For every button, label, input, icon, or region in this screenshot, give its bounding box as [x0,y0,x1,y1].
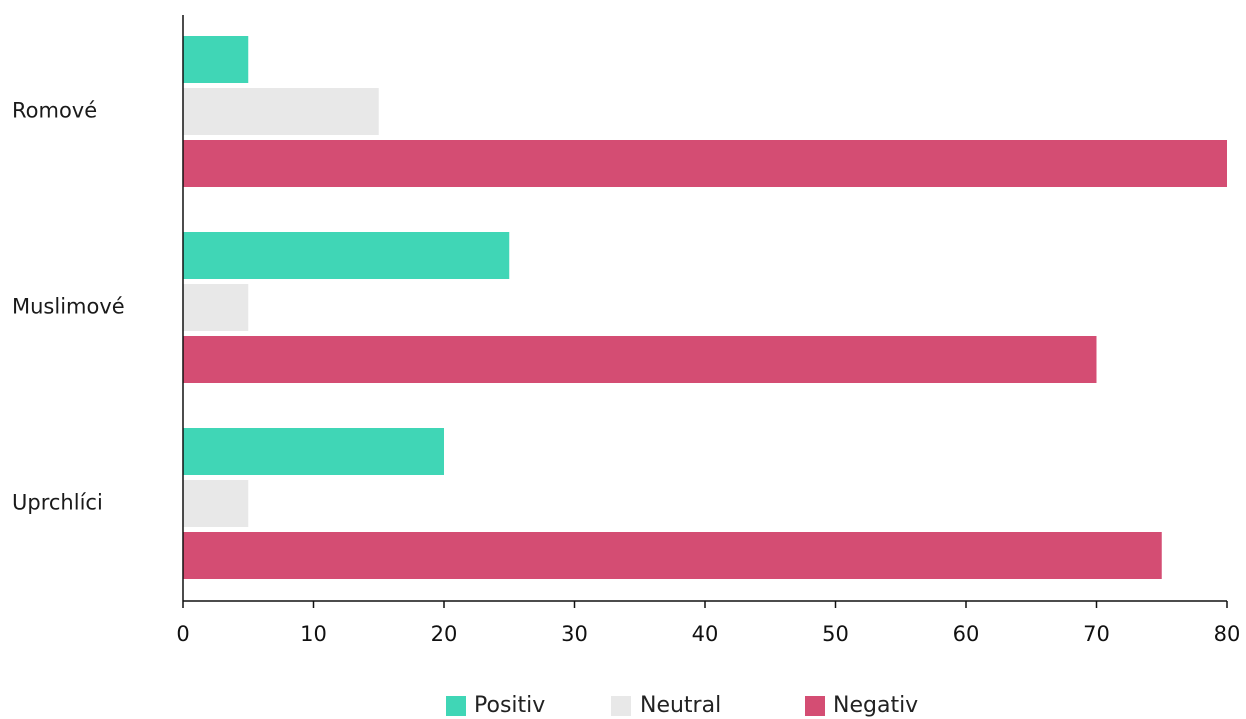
bar-muslimove-neutral [183,284,249,331]
bar-romove-neutral [183,88,379,135]
category-label-muslimove: Muslimové [12,295,125,319]
bar-romove-negativ [183,140,1227,187]
legend-label-negativ: Negativ [833,693,918,718]
bar-uprchlici-neutral [183,480,249,527]
x-tick-label-50: 50 [822,622,849,646]
bar-muslimove-negativ [183,336,1097,383]
category-label-romove: Romové [12,99,97,123]
labels-layer: Romové Muslimové Uprchlíci 0 10 20 30 40 50 60 70 8… [12,99,1240,647]
bar-muslimove-positiv [183,232,510,279]
axes-layer [182,15,1228,608]
x-tick-label-20: 20 [431,622,458,646]
legend-swatch-negativ [805,696,825,716]
x-tick-label-60: 60 [953,622,980,646]
legend-label-neutral: Neutral [640,693,721,718]
bar-romove-positiv [183,36,249,83]
category-label-uprchlici: Uprchlíci [12,491,103,515]
bars-layer [183,36,1227,579]
x-tick-label-40: 40 [692,622,719,646]
bar-uprchlici-positiv [183,428,444,475]
x-tick-label-0: 0 [176,622,189,646]
legend-swatch-positiv [446,696,466,716]
legend-label-positiv: Positiv [474,693,545,718]
legend-swatch-neutral [611,696,631,716]
legend: Positiv Neutral Negativ [446,693,918,718]
x-tick-label-30: 30 [561,622,588,646]
x-tick-label-70: 70 [1083,622,1110,646]
x-tick-label-10: 10 [300,622,327,646]
bar-uprchlici-negativ [183,532,1162,579]
x-tick-label-80: 80 [1214,622,1241,646]
